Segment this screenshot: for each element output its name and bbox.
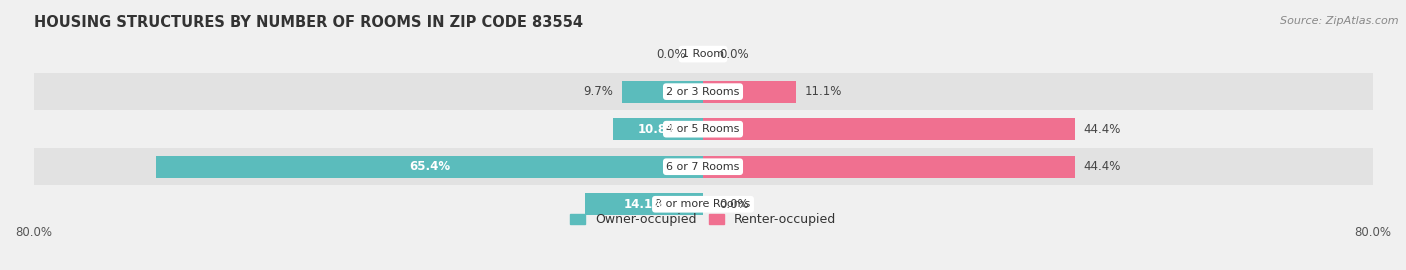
Text: 14.1%: 14.1% <box>624 198 665 211</box>
Text: 8 or more Rooms: 8 or more Rooms <box>655 199 751 209</box>
Bar <box>585 193 703 215</box>
Bar <box>703 118 1074 140</box>
Text: HOUSING STRUCTURES BY NUMBER OF ROOMS IN ZIP CODE 83554: HOUSING STRUCTURES BY NUMBER OF ROOMS IN… <box>34 15 582 30</box>
Bar <box>34 148 1372 185</box>
Bar <box>34 185 1372 223</box>
Text: 1 Room: 1 Room <box>682 49 724 59</box>
Text: 0.0%: 0.0% <box>657 48 686 60</box>
Text: 2 or 3 Rooms: 2 or 3 Rooms <box>666 87 740 97</box>
Bar <box>156 156 703 178</box>
Text: 6 or 7 Rooms: 6 or 7 Rooms <box>666 162 740 172</box>
Legend: Owner-occupied, Renter-occupied: Owner-occupied, Renter-occupied <box>569 213 837 226</box>
Text: 0.0%: 0.0% <box>720 48 749 60</box>
Text: Source: ZipAtlas.com: Source: ZipAtlas.com <box>1281 16 1399 26</box>
Bar <box>621 81 703 103</box>
Bar <box>34 110 1372 148</box>
Text: 44.4%: 44.4% <box>1083 123 1121 136</box>
Text: 65.4%: 65.4% <box>409 160 450 173</box>
Text: 4 or 5 Rooms: 4 or 5 Rooms <box>666 124 740 134</box>
Text: 0.0%: 0.0% <box>720 198 749 211</box>
Bar <box>34 73 1372 110</box>
Bar <box>613 118 703 140</box>
Text: 11.1%: 11.1% <box>804 85 842 98</box>
Text: 9.7%: 9.7% <box>583 85 613 98</box>
Bar <box>34 35 1372 73</box>
Text: 10.8%: 10.8% <box>637 123 678 136</box>
Text: 44.4%: 44.4% <box>1083 160 1121 173</box>
Bar <box>703 81 796 103</box>
Bar <box>703 156 1074 178</box>
